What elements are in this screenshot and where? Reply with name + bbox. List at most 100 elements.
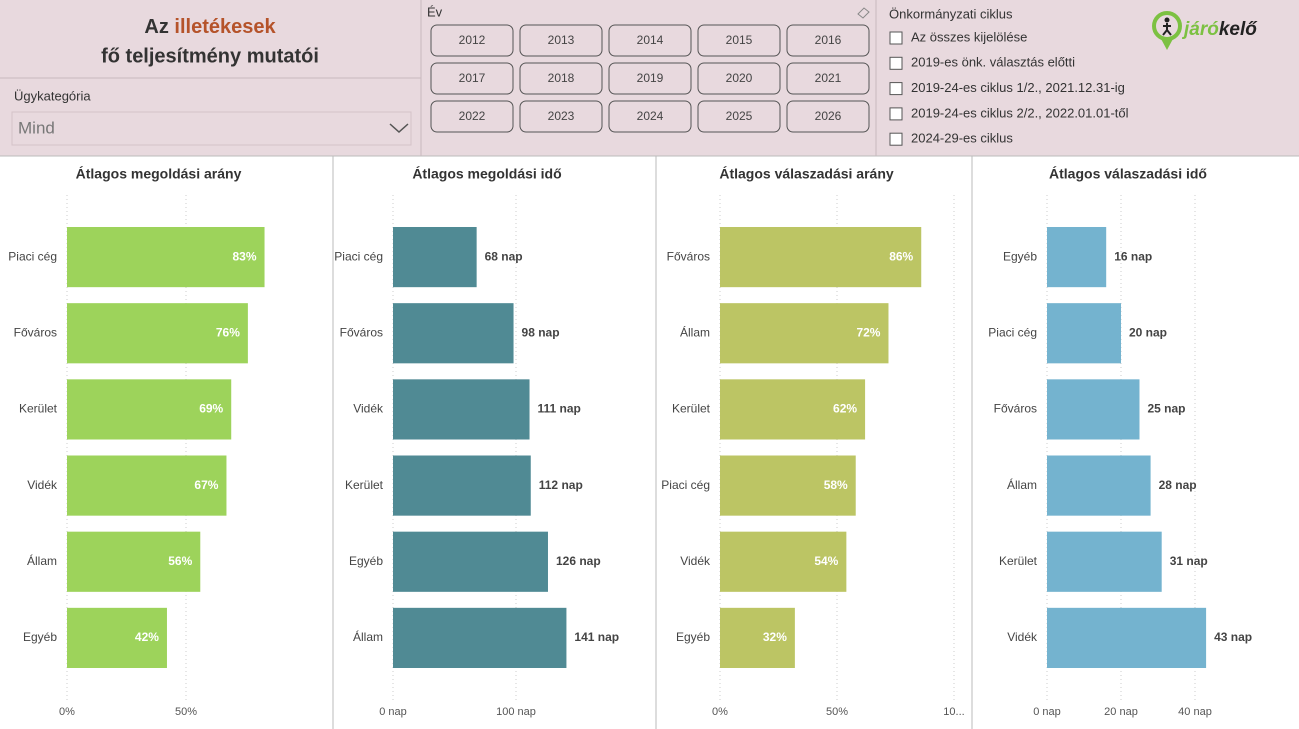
category-dropdown[interactable]: Mind: [11, 111, 412, 146]
year-button-label[interactable]: 2019: [637, 71, 664, 85]
year-button[interactable]: [430, 24, 514, 57]
year-button[interactable]: [786, 100, 870, 133]
data-label: 69%: [199, 402, 223, 416]
logo-icon: [1164, 17, 1170, 23]
x-tick-label: 100 nap: [496, 706, 536, 718]
year-button-label[interactable]: 2021: [815, 71, 842, 85]
data-label: 126 nap: [556, 554, 601, 568]
data-label: 83%: [233, 249, 257, 263]
year-button[interactable]: [519, 62, 603, 95]
bar: [1047, 303, 1121, 364]
x-tick-label: 0%: [59, 706, 75, 718]
bar: [720, 455, 856, 516]
year-button[interactable]: [697, 62, 781, 95]
year-button-label[interactable]: 2026: [815, 109, 842, 123]
data-label: 31 nap: [1170, 554, 1208, 568]
year-button-label[interactable]: 2024: [637, 109, 664, 123]
year-button-label[interactable]: 2018: [548, 71, 575, 85]
logo-part: kelő: [1219, 19, 1258, 40]
checkbox[interactable]: [889, 107, 903, 121]
logo-part: járó: [1181, 19, 1219, 40]
year-button[interactable]: [519, 100, 603, 133]
year-button[interactable]: [786, 24, 870, 57]
bar: [393, 607, 567, 669]
year-button[interactable]: [608, 62, 692, 95]
dropdown-chevron[interactable]: [389, 123, 409, 134]
chart-title: Átlagos válaszadási arány: [719, 166, 894, 182]
checkbox-label[interactable]: Az összes kijelölése: [911, 29, 1027, 44]
year-button[interactable]: [697, 24, 781, 57]
filter-label: Év: [427, 4, 443, 19]
y-tick-label: Állam: [1007, 477, 1037, 492]
year-button-label[interactable]: 2015: [726, 33, 753, 47]
year-button-label[interactable]: 2014: [637, 33, 664, 47]
checkbox[interactable]: [889, 82, 903, 96]
checkbox-label[interactable]: 2019-24-es ciklus 1/2., 2021.12.31-ig: [911, 80, 1125, 95]
y-tick-label: Kerület: [19, 402, 58, 416]
year-button[interactable]: [430, 62, 514, 95]
data-label: 25 nap: [1148, 402, 1186, 416]
logo-icon: [1162, 23, 1172, 36]
dashboard-title: Az illetékesek: [144, 16, 276, 38]
y-tick-label: Piaci cég: [334, 249, 383, 263]
bar: [720, 607, 795, 669]
bar: [720, 226, 922, 288]
bar: [393, 455, 531, 516]
year-button-label[interactable]: 2013: [548, 33, 575, 47]
data-label: 42%: [135, 630, 159, 644]
year-button[interactable]: [697, 100, 781, 133]
y-tick-label: Állam: [353, 629, 383, 644]
data-label: 76%: [216, 325, 240, 339]
year-button-label[interactable]: 2025: [726, 109, 753, 123]
eraser-icon[interactable]: [857, 7, 870, 19]
year-button[interactable]: [608, 100, 692, 133]
year-button[interactable]: [608, 24, 692, 57]
year-button-label[interactable]: 2017: [459, 71, 486, 85]
y-tick-label: Egyéb: [23, 630, 57, 644]
year-button[interactable]: [519, 24, 603, 57]
y-tick-label: Kerület: [999, 554, 1038, 568]
logo: járókelő: [1152, 11, 1258, 50]
x-tick-label: 40 nap: [1178, 706, 1212, 718]
y-tick-label: Vidék: [1007, 630, 1038, 644]
y-tick-label: Állam: [680, 324, 710, 339]
chart-title: Átlagos megoldási idő: [412, 166, 561, 182]
year-button-label[interactable]: 2023: [548, 109, 575, 123]
chart-title: Átlagos megoldási arány: [76, 166, 242, 182]
data-label: 68 nap: [485, 249, 523, 263]
year-button-label[interactable]: 2020: [726, 71, 753, 85]
y-tick-label: Piaci cég: [661, 478, 710, 492]
year-button[interactable]: [430, 100, 514, 133]
data-label: 43 nap: [1214, 630, 1252, 644]
dropdown-box[interactable]: [11, 111, 412, 146]
chart-title: Átlagos válaszadási idő: [1049, 166, 1207, 182]
data-label: 72%: [856, 325, 880, 339]
checkbox[interactable]: [889, 31, 903, 45]
x-tick-label: 0%: [712, 706, 728, 718]
data-label: 28 nap: [1159, 478, 1197, 492]
y-tick-label: Főváros: [14, 325, 57, 339]
y-tick-label: Kerület: [345, 478, 384, 492]
bar: [1047, 455, 1151, 516]
bar: [1047, 226, 1107, 288]
checkbox-label[interactable]: 2019-24-es ciklus 2/2., 2022.01.01-től: [911, 105, 1129, 120]
checkbox[interactable]: [889, 132, 903, 146]
y-tick-label: Főváros: [667, 249, 710, 263]
dashboard-title-line: fő teljesítmény mutatói: [101, 45, 319, 67]
checkbox-label[interactable]: 2019-es önk. választás előtti: [911, 55, 1075, 70]
year-button-label[interactable]: 2012: [459, 33, 486, 47]
panel-separators: [332, 156, 973, 729]
x-tick-label: 50%: [826, 706, 848, 718]
year-button-label[interactable]: 2016: [815, 33, 842, 47]
year-button[interactable]: [786, 62, 870, 95]
bar: [393, 531, 548, 592]
bar: [67, 303, 248, 364]
data-label: 16 nap: [1114, 249, 1152, 263]
checkbox-label[interactable]: 2024-29-es ciklus: [911, 131, 1013, 146]
dropdown-value[interactable]: Mind: [18, 118, 55, 137]
y-tick-label: Egyéb: [349, 554, 383, 568]
year-button-label[interactable]: 2022: [459, 109, 486, 123]
x-tick-label: 20 nap: [1104, 706, 1138, 718]
checkbox[interactable]: [889, 56, 903, 70]
